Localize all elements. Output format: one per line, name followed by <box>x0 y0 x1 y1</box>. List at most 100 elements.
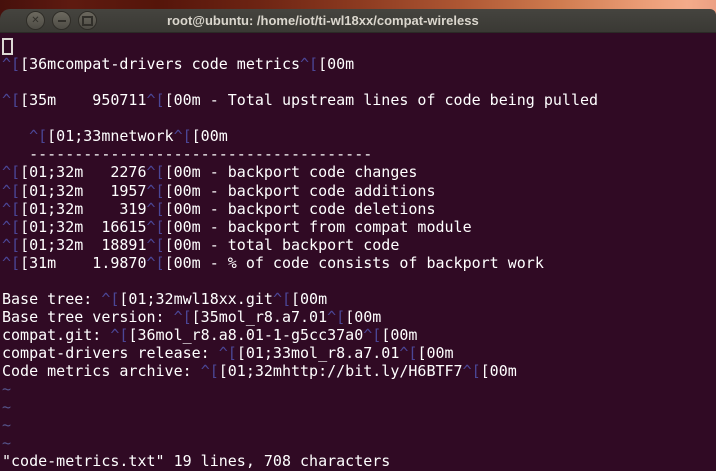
terminal-row: ^[[36mcompat-drivers code metrics^[[00m <box>2 55 716 73</box>
escape-char-text: ^[ <box>146 163 165 182</box>
terminal-row: ^[[01;32m 319^[[00m - backport code dele… <box>2 200 716 218</box>
terminal-row: ^[[01;32m 2276^[[00m - backport code cha… <box>2 163 716 181</box>
terminal-text: compat.git: <box>2 326 111 344</box>
terminal-row: ~ <box>2 398 716 416</box>
maximize-icon <box>82 15 93 26</box>
escape-char-text: ^[ <box>272 289 291 308</box>
escape-char-text: ^[ <box>29 127 48 146</box>
terminal-row: ~ <box>2 380 716 398</box>
terminal-text: Base tree version: <box>2 307 174 326</box>
escape-char-text: ^[ <box>173 127 192 146</box>
terminal-text: [01;32m 319 <box>20 199 147 218</box>
terminal-row: ^[[35m 950711^[[00m - Total upstream lin… <box>2 91 716 109</box>
terminal-row <box>2 109 716 127</box>
escape-char-text: ^[ <box>146 253 165 272</box>
terminal-text: [00m <box>345 307 382 326</box>
terminal-text: compat-drivers release: <box>2 344 219 363</box>
terminal-text: Code metrics archive: <box>2 362 201 381</box>
vim-filler-tilde: ~ <box>2 398 12 417</box>
terminal-text: [01;32m 16615 <box>20 217 147 236</box>
terminal-text: [01;32m 1957 <box>20 181 147 200</box>
escape-char-text: ^[ <box>110 326 129 344</box>
escape-char-text: ^[ <box>146 199 165 218</box>
terminal-text: [00m - backport from compat module <box>164 217 472 236</box>
terminal-text: [00m <box>318 55 355 74</box>
escape-char-text: ^[ <box>2 181 21 200</box>
terminal-text: [00m - backport code changes <box>164 163 418 182</box>
minimize-icon <box>57 19 66 22</box>
escape-char-text: ^[ <box>146 235 165 254</box>
terminal-row: ^[[01;32m 1957^[[00m - backport code add… <box>2 182 716 200</box>
terminal-row <box>2 37 716 55</box>
terminal-text: [36mol_r8.a8.01-1-g5cc37a0 <box>128 326 364 344</box>
terminal-text: [01;32m 18891 <box>20 235 147 254</box>
terminal-text: [01;32mhttp://bit.ly/H6BTF7 <box>218 362 463 381</box>
terminal-row <box>2 73 716 91</box>
close-icon: ✕ <box>31 14 40 26</box>
terminal-text: [00m <box>191 127 228 146</box>
terminal-row: Code metrics archive: ^[[01;32mhttp://bi… <box>2 362 716 380</box>
terminal-text: [36mcompat-drivers code metrics <box>20 55 301 74</box>
window-controls: ✕ <box>26 11 97 30</box>
terminal-screen[interactable]: ^[[36mcompat-drivers code metrics^[[00m … <box>0 33 716 471</box>
escape-char-text: ^[ <box>2 163 21 182</box>
escape-char-text: ^[ <box>2 253 21 272</box>
text-cursor <box>2 37 13 55</box>
terminal-row: compat.git: ^[[36mol_r8.a8.01-1-g5cc37a0… <box>2 326 716 344</box>
terminal-row: Base tree: ^[[01;32mwl18xx.git^[[00m <box>2 290 716 308</box>
terminal-row: ^[[01;32m 16615^[[00m - backport from co… <box>2 218 716 236</box>
terminal-text: [35m 950711 <box>20 91 147 110</box>
close-button[interactable]: ✕ <box>26 11 45 30</box>
terminal-row: ~ <box>2 434 716 452</box>
terminal-text: [00m <box>291 289 328 308</box>
terminal-window: ✕ root@ubuntu: /home/iot/ti-wl18xx/compa… <box>0 9 716 471</box>
escape-char-text: ^[ <box>2 91 21 110</box>
escape-char-text: ^[ <box>363 326 382 344</box>
terminal-row: ^[[01;33mnetwork^[[00m <box>2 127 716 145</box>
terminal-text: [00m - % of code consists of backport wo… <box>164 253 544 272</box>
vim-filler-tilde: ~ <box>2 416 12 435</box>
terminal-row: ~ <box>2 416 716 434</box>
terminal-text: -------------------------------------- <box>2 145 373 164</box>
terminal-text: [01;33mol_r8.a7.01 <box>236 344 400 363</box>
terminal-row: -------------------------------------- <box>2 145 716 163</box>
terminal-text: "code-metrics.txt" 19 lines, 708 charact… <box>2 452 391 471</box>
terminal-text <box>2 127 29 145</box>
terminal-text: [00m - backport code additions <box>164 181 436 200</box>
window-title: root@ubuntu: /home/iot/ti-wl18xx/compat-… <box>167 13 479 28</box>
escape-char-text: ^[ <box>218 344 237 363</box>
terminal-text: [00m - backport code deletions <box>164 199 436 218</box>
escape-char-text: ^[ <box>146 181 165 200</box>
escape-char-text: ^[ <box>462 362 481 381</box>
escape-char-text: ^[ <box>300 55 319 74</box>
terminal-text: [01;33mnetwork <box>47 127 174 146</box>
terminal-row: "code-metrics.txt" 19 lines, 708 charact… <box>2 452 716 470</box>
terminal-text: [35mol_r8.a7.01 <box>191 307 328 326</box>
titlebar[interactable]: ✕ root@ubuntu: /home/iot/ti-wl18xx/compa… <box>0 9 716 33</box>
escape-char-text: ^[ <box>146 217 165 236</box>
terminal-text: [00m - total backport code <box>164 235 400 254</box>
terminal-row: compat-drivers release: ^[[01;33mol_r8.a… <box>2 344 716 362</box>
terminal-text: Base tree: <box>2 289 102 308</box>
terminal-row: ^[[01;32m 18891^[[00m - total backport c… <box>2 236 716 254</box>
terminal-text: [00m <box>381 326 418 344</box>
escape-char-text: ^[ <box>101 289 120 308</box>
terminal-rows: ^[[36mcompat-drivers code metrics^[[00m … <box>0 33 716 471</box>
escape-char-text: ^[ <box>327 307 346 326</box>
minimize-button[interactable] <box>52 11 71 30</box>
maximize-button[interactable] <box>78 11 97 30</box>
escape-char-text: ^[ <box>2 199 21 218</box>
terminal-text: [00m <box>417 344 454 363</box>
vim-filler-tilde: ~ <box>2 434 12 453</box>
terminal-text: [00m - Total upstream lines of code bein… <box>164 91 599 110</box>
terminal-row <box>2 272 716 290</box>
escape-char-text: ^[ <box>146 91 165 110</box>
terminal-text: [01;32m 2276 <box>20 163 147 182</box>
terminal-text: [01;32mwl18xx.git <box>119 289 273 308</box>
escape-char-text: ^[ <box>2 217 21 236</box>
escape-char-text: ^[ <box>2 235 21 254</box>
vim-filler-tilde: ~ <box>2 380 12 399</box>
terminal-text: [00m <box>480 362 517 381</box>
terminal-row: ^[[31m 1.9870^[[00m - % of code consists… <box>2 254 716 272</box>
